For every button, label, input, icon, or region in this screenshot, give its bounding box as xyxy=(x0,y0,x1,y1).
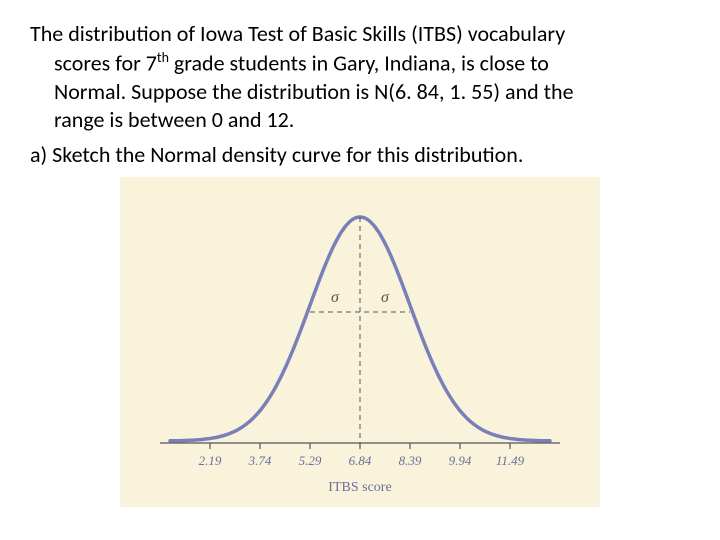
svg-text:9.94: 9.94 xyxy=(449,453,472,468)
svg-text:2.19: 2.19 xyxy=(199,453,222,468)
svg-text:6.84: 6.84 xyxy=(349,453,372,468)
problem-paragraph: The distribution of Iowa Test of Basic S… xyxy=(30,20,690,135)
svg-text:3.74: 3.74 xyxy=(248,453,272,468)
problem-line1: The distribution of Iowa Test of Basic S… xyxy=(30,20,565,47)
problem-line4: range is between 0 and 12. xyxy=(54,106,294,133)
svg-text:5.29: 5.29 xyxy=(299,453,322,468)
normal-curve-chart: 2.19 3.74 5.29 6.84 8.39 9.94 11.49 ITBS score σ… xyxy=(120,177,600,507)
svg-text:ITBS score: ITBS score xyxy=(328,480,391,495)
svg-text:σ: σ xyxy=(381,289,390,306)
question-a: a) Sketch the Normal density curve for t… xyxy=(30,141,690,170)
svg-text:11.49: 11.49 xyxy=(496,453,525,468)
svg-text:8.39: 8.39 xyxy=(399,453,422,468)
chart-svg: 2.19 3.74 5.29 6.84 8.39 9.94 11.49 ITBS score σ… xyxy=(120,177,600,507)
problem-line2-b: grade students in Gary, Indiana, is clos… xyxy=(169,49,549,76)
problem-line2-a: scores for 7 xyxy=(54,49,157,76)
problem-line3: Normal. Suppose the distribution is N(6.… xyxy=(54,78,574,105)
problem-sup: th xyxy=(157,49,169,66)
svg-text:σ: σ xyxy=(331,289,340,306)
